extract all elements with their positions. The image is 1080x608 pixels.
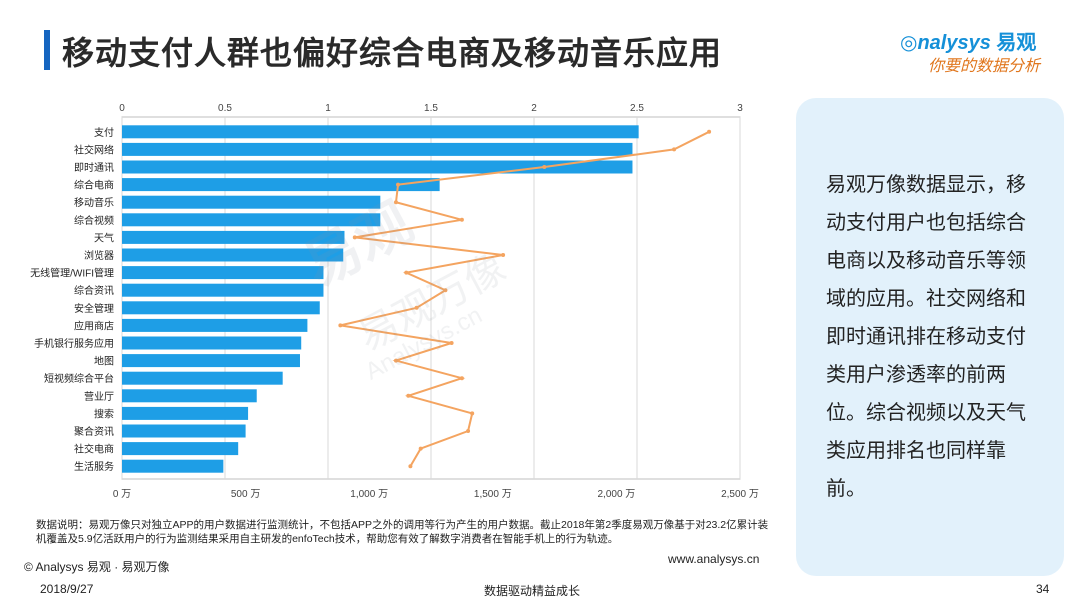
data-footnote: 数据说明：易观万像只对独立APP的用户数据进行监测统计，不包括APP之外的调用等… (36, 519, 769, 545)
bar (122, 318, 308, 332)
footer-slogan: 数据驱动精益成长 (484, 584, 581, 598)
category-label: 即时通讯 (74, 162, 114, 174)
bottom-tick-label: 0 万 (113, 489, 131, 500)
bar (122, 283, 324, 297)
bar (122, 178, 440, 192)
bar (122, 301, 320, 315)
page-title: 移动支付人群也偏好综合电商及移动音乐应用 (62, 35, 723, 71)
line-point (408, 464, 413, 469)
line-point (542, 165, 547, 169)
line-point (501, 253, 506, 257)
bar-series (122, 125, 639, 473)
bar (122, 213, 381, 227)
bar (122, 230, 345, 244)
line-point (393, 358, 398, 363)
line-point (449, 341, 454, 345)
report-date: 2018/9/27 (40, 582, 94, 596)
category-label: 手机银行服务应用 (34, 337, 114, 350)
category-label: 搜索 (94, 407, 114, 420)
copyright: © Analysys 易观 · 易观万像 (24, 560, 170, 574)
bar (122, 266, 324, 280)
category-label: 支付 (94, 126, 114, 139)
category-label: 天气 (94, 231, 114, 244)
line-point (414, 305, 419, 310)
top-tick-label: 2 (531, 103, 537, 114)
category-label: 聚合资讯 (74, 425, 114, 438)
category-label: 社交电商 (74, 443, 114, 456)
bar (122, 371, 283, 385)
category-label: 浏览器 (84, 249, 114, 262)
line-point (466, 429, 471, 433)
penetration-line (340, 130, 710, 467)
bar (122, 125, 639, 139)
top-tick-label: 3 (737, 103, 743, 114)
bar (122, 354, 300, 368)
insight-panel: 易观万像数据显示，移动支付用户也包括综合电商以及移动音乐等领域的应用。社交网络和… (796, 98, 1064, 576)
line-point (459, 217, 464, 222)
line-series (338, 129, 712, 469)
line-point (443, 288, 448, 293)
bar (122, 195, 381, 209)
category-label: 营业厅 (84, 390, 114, 403)
top-tick-label: 0.5 (218, 103, 232, 114)
category-label: 无线管理/WIFI管理 (30, 267, 114, 280)
bottom-axis: 0 万 500 万 1,000 万 1,500 万 2,000 万 2,500 万 (113, 489, 759, 500)
line-point (459, 376, 464, 381)
top-axis: 0 0.5 1 1.5 2 2.5 3 (119, 103, 743, 114)
bar (122, 142, 633, 156)
category-label: 社交网络 (74, 143, 114, 156)
line-point (352, 235, 357, 240)
title-accent-bar (44, 30, 50, 70)
category-labels: 支付社交网络即时通讯综合电商移动音乐综合视频天气浏览器无线管理/WIFI管理综合… (30, 126, 114, 473)
category-label: 安全管理 (74, 302, 114, 315)
website-link[interactable]: www.analysys.cn (668, 552, 760, 566)
line-point (404, 270, 409, 275)
line-point (672, 147, 677, 152)
line-point (393, 200, 398, 205)
category-label: 地图 (94, 355, 114, 368)
usage-bar-chart: 0 0.5 1 1.5 2 2.5 3 0 万 500 万 1,000 万 1,500 万 2,00… (30, 103, 759, 500)
bottom-tick-label: 2,500 万 (721, 489, 759, 500)
bottom-tick-label: 500 万 (231, 489, 260, 500)
category-label: 综合电商 (74, 179, 114, 192)
page-number: 34 (1036, 582, 1050, 596)
logo-slogan: 你要的数据分析 (928, 58, 1041, 75)
bottom-tick-label: 2,000 万 (597, 489, 635, 500)
top-tick-label: 1.5 (424, 103, 438, 114)
bottom-tick-label: 1,000 万 (350, 489, 388, 500)
bar (122, 442, 239, 456)
bar (122, 248, 344, 262)
logo-brand: ◎nalysys 易观 (900, 32, 1037, 54)
insight-text: 易观万像数据显示，移动支付用户也包括综合电商以及移动音乐等领域的应用。社交网络和… (826, 174, 1026, 500)
bar (122, 160, 633, 174)
category-label: 应用商店 (74, 319, 114, 332)
bar (122, 424, 246, 438)
bar (122, 459, 224, 473)
bar (122, 406, 249, 420)
bar (122, 389, 257, 403)
line-point (707, 129, 712, 134)
top-tick-label: 0 (119, 103, 125, 114)
bottom-tick-label: 1,500 万 (474, 489, 512, 500)
line-point (338, 323, 343, 328)
category-label: 移动音乐 (74, 196, 114, 209)
bar (122, 336, 302, 350)
line-point (406, 393, 411, 398)
category-label: 生活服务 (74, 460, 114, 473)
category-label: 短视频综合平台 (44, 372, 114, 385)
analysys-logo: ◎nalysys 易观 你要的数据分析 (900, 20, 1060, 80)
line-point (470, 411, 475, 416)
top-tick-label: 2.5 (630, 103, 644, 114)
category-label: 综合资讯 (74, 284, 114, 297)
category-label: 综合视频 (74, 214, 114, 227)
line-point (418, 446, 423, 451)
line-point (396, 182, 401, 187)
top-tick-label: 1 (325, 103, 331, 114)
